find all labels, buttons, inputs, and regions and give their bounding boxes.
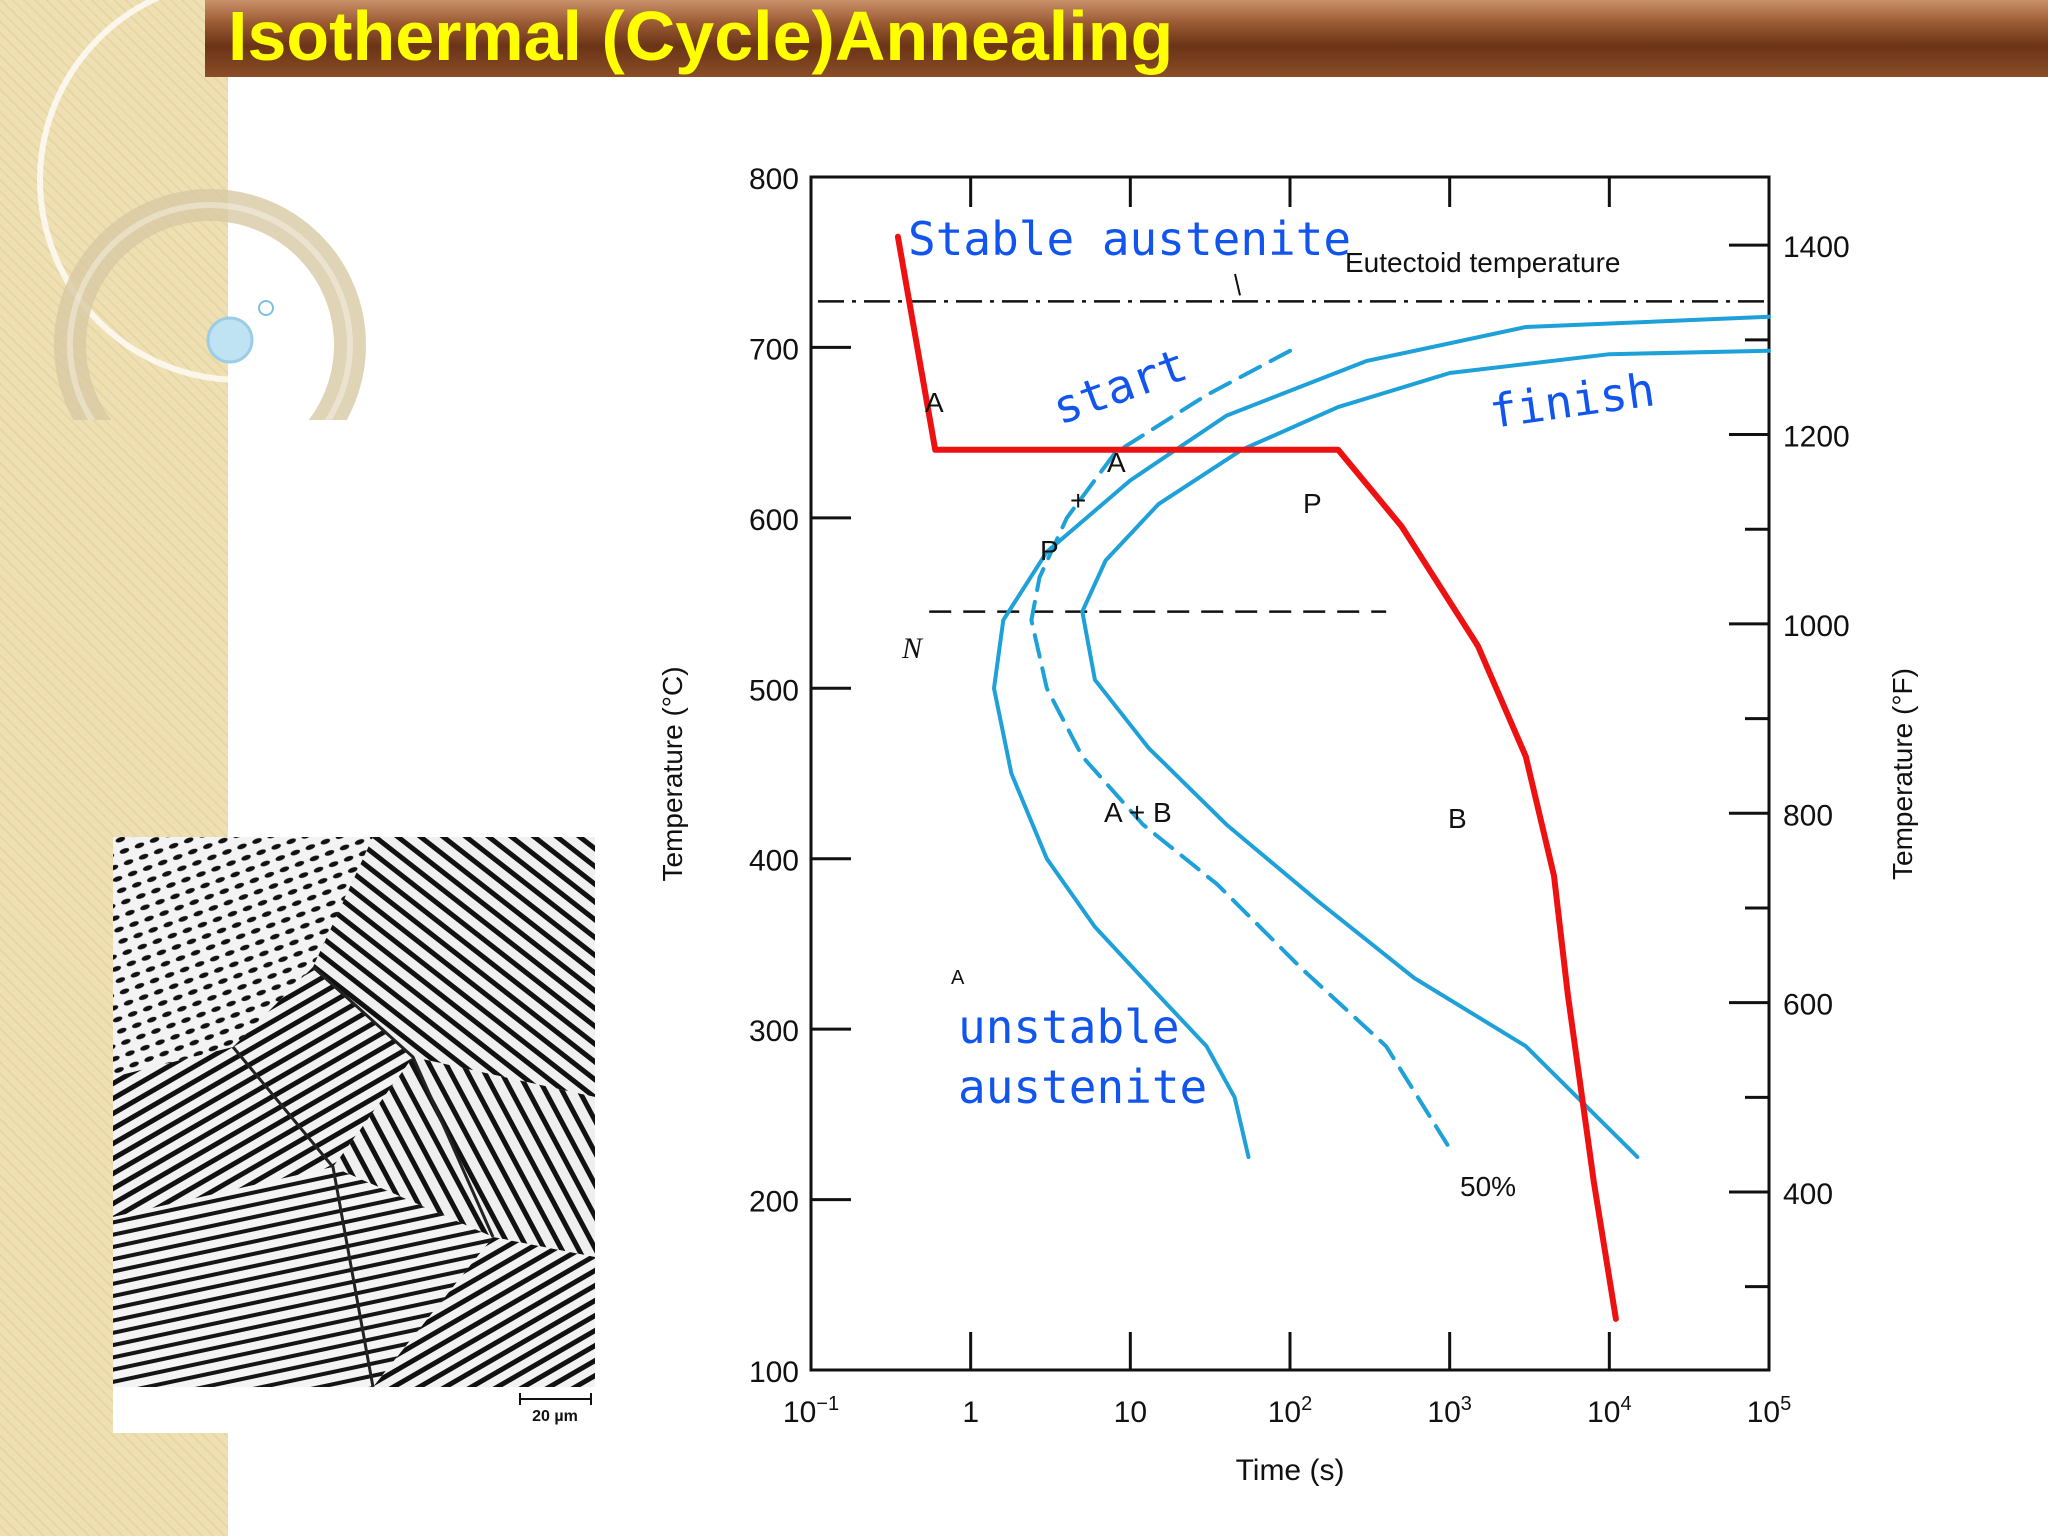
series-50-: [1029, 348, 1452, 1151]
phase-a-small: A: [951, 967, 965, 989]
y2-tick-label: 1000: [1783, 610, 1850, 643]
chart-ticks-group: 10−1 1 10 102 103 104 105 100 200 300 400 500 600 700…: [749, 163, 1850, 1429]
phase-a-nose: A: [1107, 447, 1126, 478]
pearlite-micrograph-image: 20 µm: [113, 837, 595, 1425]
slide-title: Isothermal (Cycle)Annealing: [228, 0, 1174, 75]
austenite-label: austenite: [958, 1060, 1207, 1114]
ttt-diagram: 10−1 1 10 102 103 104 105 100 200 300 400 500 600 700…: [657, 163, 1918, 1487]
x-axis-label: Time (s): [1236, 1454, 1345, 1487]
y2-tick-label: 600: [1783, 989, 1833, 1022]
chart-grid-group: [818, 300, 1769, 613]
y-tick-label: 600: [749, 504, 799, 537]
phase-p-right: P: [1303, 488, 1322, 519]
phase-b: B: [1448, 803, 1467, 834]
x-tick-exponent: 2: [1301, 1393, 1312, 1415]
y2-tick-label: 800: [1783, 799, 1833, 832]
x-tick-exponent: 5: [1780, 1393, 1791, 1415]
x-tick-label: 102: [1268, 1393, 1313, 1429]
series-finish: [1080, 348, 1771, 1159]
x-tick-exponent: −1: [816, 1393, 839, 1415]
y2-axis-label: Temperature (°F): [1887, 668, 1918, 880]
decorative-rings: [37, 0, 420, 420]
micrograph-panel: 20 µm: [113, 837, 595, 1433]
series-start: [992, 314, 1771, 1159]
stable-austenite-label: Stable austenite: [908, 212, 1351, 266]
plot-frame: [809, 175, 1771, 1372]
y-tick-label: 800: [749, 163, 799, 196]
y-tick-label: 300: [749, 1015, 799, 1048]
y-tick-label: 700: [749, 333, 799, 366]
eutectoid-label: Eutectoid temperature: [1345, 247, 1621, 278]
phase-p-left: P: [1040, 535, 1059, 566]
plus-label: +: [1070, 485, 1086, 516]
y-tick-label: 500: [749, 674, 799, 707]
y2-tick-label: 1400: [1783, 231, 1850, 264]
title-bar: [205, 0, 2048, 77]
y-tick-label: 400: [749, 845, 799, 878]
x-tick-label: 10: [1114, 1396, 1147, 1429]
chart-series-group: [894, 233, 1771, 1322]
fifty-percent-label: 50%: [1460, 1171, 1516, 1202]
x-tick-label: 103: [1427, 1393, 1472, 1429]
y-axis-label: Temperature (°C): [657, 666, 688, 881]
y-tick-label: 200: [749, 1186, 799, 1219]
x-tick-exponent: 3: [1461, 1393, 1472, 1415]
x-tick-label: 104: [1587, 1393, 1632, 1429]
scale-bar-label: 20 µm: [532, 1408, 578, 1425]
n-label: N: [901, 632, 924, 665]
y2-tick-label: 1200: [1783, 421, 1850, 454]
series-cooling-path: [894, 233, 1619, 1322]
eutectoid-arrow: [1234, 273, 1241, 296]
unstable-label: unstable: [958, 1000, 1180, 1054]
finish-label: finish: [1486, 362, 1658, 439]
y-tick-label: 100: [749, 1356, 799, 1389]
y2-tick-label: 400: [1783, 1178, 1833, 1211]
x-tick-label: 10−1: [783, 1393, 839, 1429]
phase-a-upper: A: [925, 387, 944, 418]
x-tick-label: 105: [1747, 1393, 1792, 1429]
x-tick-label: 1: [962, 1396, 979, 1429]
start-label: start: [1045, 337, 1194, 435]
x-tick-exponent: 4: [1620, 1393, 1631, 1415]
phase-a-plus-b: A + B: [1104, 797, 1172, 828]
